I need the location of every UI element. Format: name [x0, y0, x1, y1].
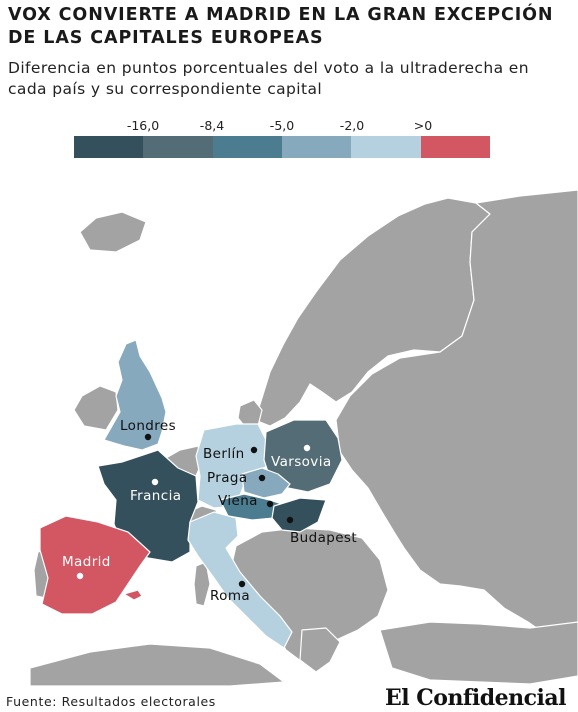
source-note: Fuente: Resultados electorales	[6, 694, 216, 709]
country-italy	[187, 511, 293, 649]
city-label-londres: Londres	[120, 418, 176, 434]
country-turkey	[379, 621, 578, 685]
city-dot-viena	[266, 500, 274, 508]
legend-swatch-5	[351, 136, 421, 158]
legend-swatch-3	[212, 136, 282, 158]
legend-label-5: >0	[413, 118, 433, 133]
country-iceland	[79, 211, 147, 253]
country-spain	[39, 515, 151, 615]
city-label-varsovia: Varsovia	[271, 454, 332, 470]
legend-color-scale	[74, 136, 490, 158]
brand-logo: El Confidencial	[384, 685, 567, 711]
chart-title: VOX CONVIERTE A MADRID EN LA GRAN EXCEPC…	[8, 5, 554, 48]
city-label-madrid: Madrid	[62, 554, 111, 570]
country-czechia	[241, 467, 291, 499]
city-label-berlin: Berlín	[203, 446, 245, 462]
city-label-roma: Roma	[210, 588, 250, 604]
legend-label-1: -16,0	[126, 118, 160, 133]
island-balearic	[123, 589, 143, 601]
city-dot-budapest	[286, 516, 294, 524]
country-greece	[299, 627, 341, 673]
city-dot-roma	[238, 580, 246, 588]
legend-label-2: -8,4	[199, 118, 225, 133]
city-dot-londres	[144, 433, 152, 441]
legend-label-4: -2,0	[339, 118, 365, 133]
city-label-praga: Praga	[207, 470, 248, 486]
city-dot-francia	[151, 478, 159, 486]
city-dot-madrid	[76, 572, 84, 580]
chart-subtitle: Diferencia en puntos porcentuales del vo…	[8, 59, 529, 98]
city-label-budapest: Budapest	[290, 530, 357, 546]
country-ireland	[73, 385, 119, 431]
city-dot-varsovia	[303, 444, 311, 452]
legend-swatch-1	[74, 136, 144, 158]
country-germany	[195, 423, 269, 509]
city-label-viena: Viena	[218, 493, 258, 509]
region-north-africa	[29, 643, 285, 687]
legend-swatch-4	[281, 136, 352, 158]
country-hungary	[271, 497, 327, 533]
city-dot-praga	[258, 474, 266, 482]
country-uk	[103, 339, 167, 451]
legend-swatch-6	[420, 136, 490, 158]
city-label-francia: Francia	[130, 488, 181, 504]
city-dot-berlin	[250, 446, 258, 454]
legend-swatch-2	[143, 136, 213, 158]
legend-label-3: -5,0	[269, 118, 295, 133]
